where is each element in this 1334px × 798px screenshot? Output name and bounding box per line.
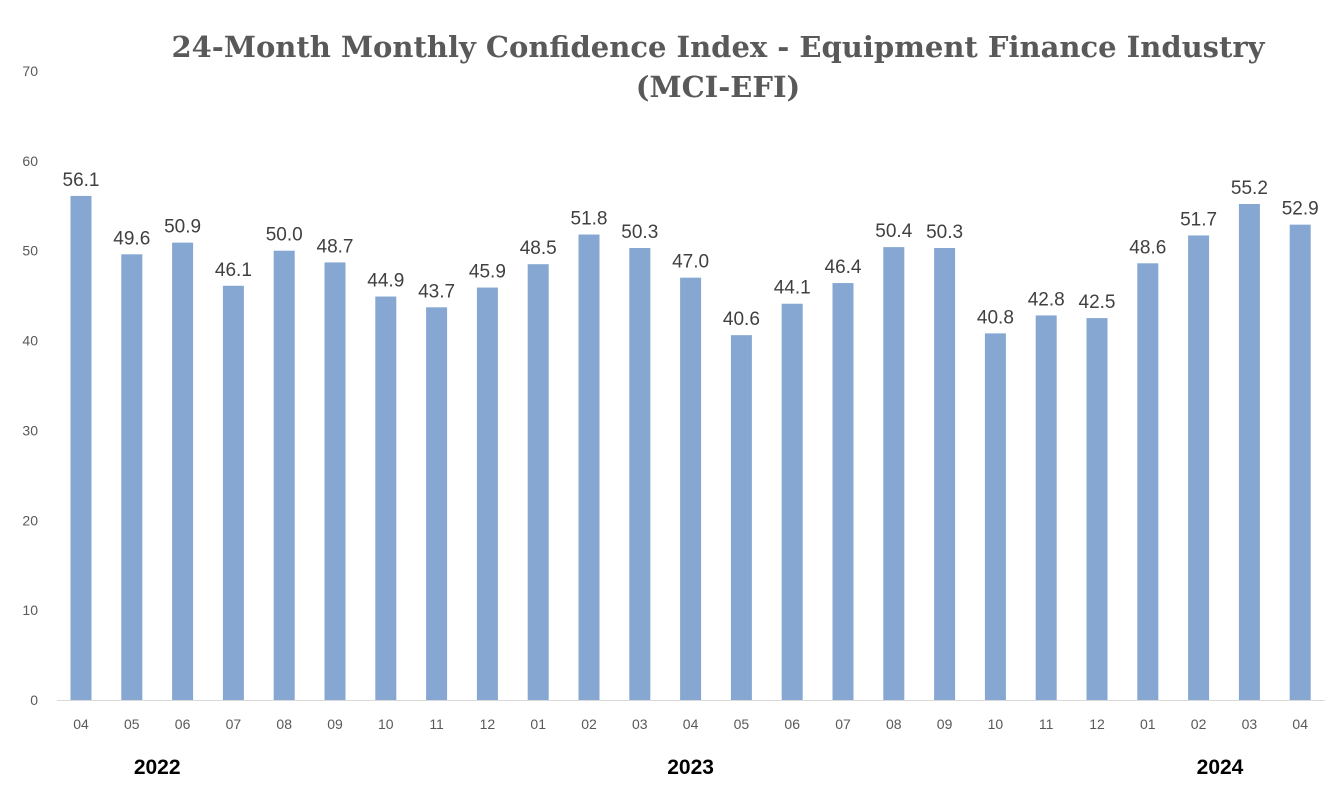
bar xyxy=(172,242,194,700)
bar xyxy=(1289,224,1311,701)
chart-title-line-1: 24-Month Monthly Confidence Index - Equi… xyxy=(171,30,1265,64)
bar xyxy=(984,333,1006,700)
y-tick-label: 0 xyxy=(30,692,38,708)
bar xyxy=(680,277,702,700)
year-label: 2022 xyxy=(133,756,181,779)
bar xyxy=(1035,315,1057,700)
bar xyxy=(1137,263,1159,700)
data-label: 48.5 xyxy=(520,238,557,259)
bar xyxy=(578,234,600,701)
data-label: 47.0 xyxy=(672,252,709,273)
x-tick-label: 07 xyxy=(835,716,851,732)
y-tick-label: 70 xyxy=(22,63,38,79)
bar xyxy=(883,247,905,700)
x-tick-label: 04 xyxy=(73,716,89,732)
bar xyxy=(629,248,651,701)
x-tick-label: 03 xyxy=(1242,716,1258,732)
x-tick-label: 01 xyxy=(1140,716,1156,732)
x-tick-label: 09 xyxy=(937,716,953,732)
bar xyxy=(121,254,143,700)
x-tick-label: 06 xyxy=(784,716,800,732)
data-label: 51.8 xyxy=(571,209,608,230)
bar xyxy=(476,287,498,700)
x-tick-label: 03 xyxy=(632,716,648,732)
bar xyxy=(1188,235,1210,700)
x-tick-label: 07 xyxy=(226,716,242,732)
data-label: 48.7 xyxy=(317,236,354,257)
data-label: 48.6 xyxy=(1129,237,1166,258)
bar xyxy=(70,195,92,700)
x-tick-label: 11 xyxy=(1039,716,1054,732)
x-tick-label: 09 xyxy=(327,716,343,732)
data-label: 45.9 xyxy=(469,262,506,283)
year-label: 2024 xyxy=(1196,756,1244,779)
year-label: 2023 xyxy=(667,756,714,779)
data-label: 50.3 xyxy=(621,222,658,243)
data-label: 50.4 xyxy=(875,221,912,242)
y-tick-label: 40 xyxy=(22,333,38,349)
bar xyxy=(1238,203,1260,700)
data-label: 49.6 xyxy=(113,228,150,249)
x-tick-label: 02 xyxy=(581,716,597,732)
data-label: 50.3 xyxy=(926,222,963,243)
data-label: 56.1 xyxy=(63,170,100,191)
bar xyxy=(730,335,752,700)
bar xyxy=(426,307,448,700)
x-tick-label: 12 xyxy=(480,716,496,732)
data-label: 43.7 xyxy=(418,281,455,302)
y-tick-label: 60 xyxy=(22,153,38,169)
x-tick-label: 08 xyxy=(276,716,292,732)
x-tick-label: 05 xyxy=(124,716,140,732)
data-label: 42.5 xyxy=(1079,292,1116,313)
data-label: 50.9 xyxy=(164,217,201,238)
x-tick-label: 11 xyxy=(429,716,444,732)
x-tick-label: 04 xyxy=(683,716,699,732)
y-tick-label: 10 xyxy=(22,602,38,618)
y-tick-label: 20 xyxy=(22,512,38,528)
x-tick-label: 10 xyxy=(378,716,394,732)
data-label: 40.6 xyxy=(723,309,760,330)
bar xyxy=(832,283,854,700)
bar xyxy=(222,285,244,700)
data-label: 44.9 xyxy=(367,271,404,292)
data-label: 44.1 xyxy=(774,278,811,299)
data-label: 42.8 xyxy=(1028,289,1065,310)
bar xyxy=(375,296,397,700)
y-tick-label: 30 xyxy=(22,422,38,438)
x-tick-label: 06 xyxy=(175,716,191,732)
y-tick-label: 50 xyxy=(22,243,38,259)
x-tick-label: 08 xyxy=(886,716,902,732)
data-label: 50.0 xyxy=(266,225,303,246)
bar xyxy=(324,262,346,700)
data-label: 51.7 xyxy=(1180,209,1217,230)
x-tick-label: 04 xyxy=(1292,716,1308,732)
x-tick-label: 10 xyxy=(988,716,1004,732)
data-label: 52.9 xyxy=(1282,199,1319,220)
bar xyxy=(527,264,549,700)
data-label: 55.2 xyxy=(1231,178,1268,199)
bar xyxy=(273,250,295,700)
x-tick-label: 05 xyxy=(734,716,750,732)
x-tick-label: 01 xyxy=(530,716,546,732)
data-label: 46.1 xyxy=(215,260,252,281)
data-label: 40.8 xyxy=(977,307,1014,328)
bar xyxy=(1086,318,1108,700)
x-tick-label: 02 xyxy=(1191,716,1207,732)
bar xyxy=(781,303,803,700)
bar xyxy=(934,248,956,701)
data-label: 46.4 xyxy=(825,257,862,278)
chart-title-line-2: (MCI-EFI) xyxy=(635,70,801,104)
x-tick-label: 12 xyxy=(1089,716,1105,732)
